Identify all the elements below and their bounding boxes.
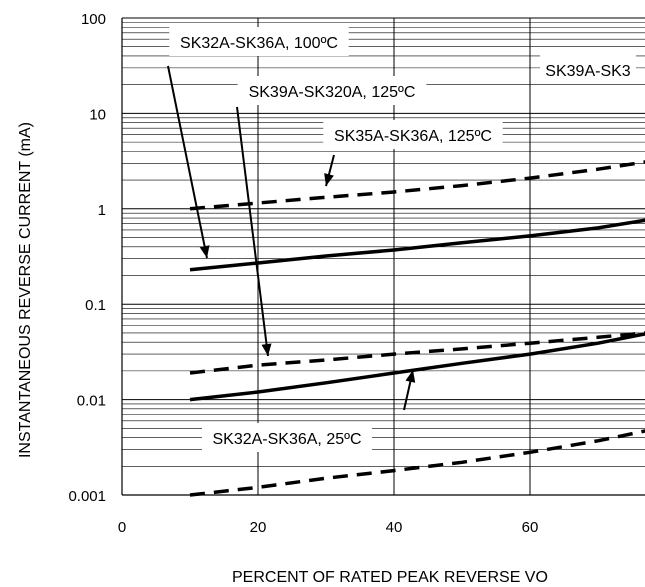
annotation-label: SK35A-SK36A, 125ºC [334,128,492,145]
arrow-head [199,245,210,258]
y-tick-label: 1 [98,202,106,219]
data-series [189,160,645,497]
series-line [189,332,645,402]
annotation-label-box [540,55,636,84]
arrow-head [261,343,272,356]
y-tick-label: 0.001 [68,488,106,505]
annotation-label: SK32A-SK36A, 100ºC [180,35,338,52]
annotation-label-box [323,120,503,149]
series-line [189,429,645,497]
annotation-label-box [201,423,373,452]
annotation-label: SK39A-SK320A, 125ºC [249,84,416,101]
y-tick-label: 10 [89,106,106,123]
y-tick-label: 0.01 [77,393,106,410]
annotation-arrow [236,106,269,357]
annotation-label-box [169,27,349,56]
x-tick-label: 20 [250,519,267,536]
y-axis-label: INSTANTANEOUS REVERSE CURRENT (mA) [17,122,34,458]
series-line [189,331,645,375]
arrow-head [324,173,334,186]
series-line [189,218,645,272]
annotation-label: SK39A-SK3 [545,63,630,80]
annotation-label-box [237,76,427,105]
annotation-label: SK32A-SK36A, 25ºC [212,431,361,448]
arrow-head [405,370,416,383]
tick-labels: 0.001 0.01 0.1 1 10 100 0 20 40 60 [68,11,538,536]
series-line [189,160,645,211]
annotation-arrow [167,65,208,259]
x-tick-label: 0 [118,519,126,536]
y-tick-label: 100 [81,11,106,28]
annotation-labels: SK32A-SK36A, 100ºC SK39A-SK3 SK39A-SK320A,… [169,27,636,452]
x-tick-label: 60 [522,519,539,536]
x-axis-label: PERCENT OF RATED PEAK REVERSE VO [232,569,548,586]
x-tick-label: 40 [386,519,403,536]
plot-axes [121,18,645,496]
annotation-arrows [167,65,416,411]
y-tick-label: 0.1 [85,297,106,314]
